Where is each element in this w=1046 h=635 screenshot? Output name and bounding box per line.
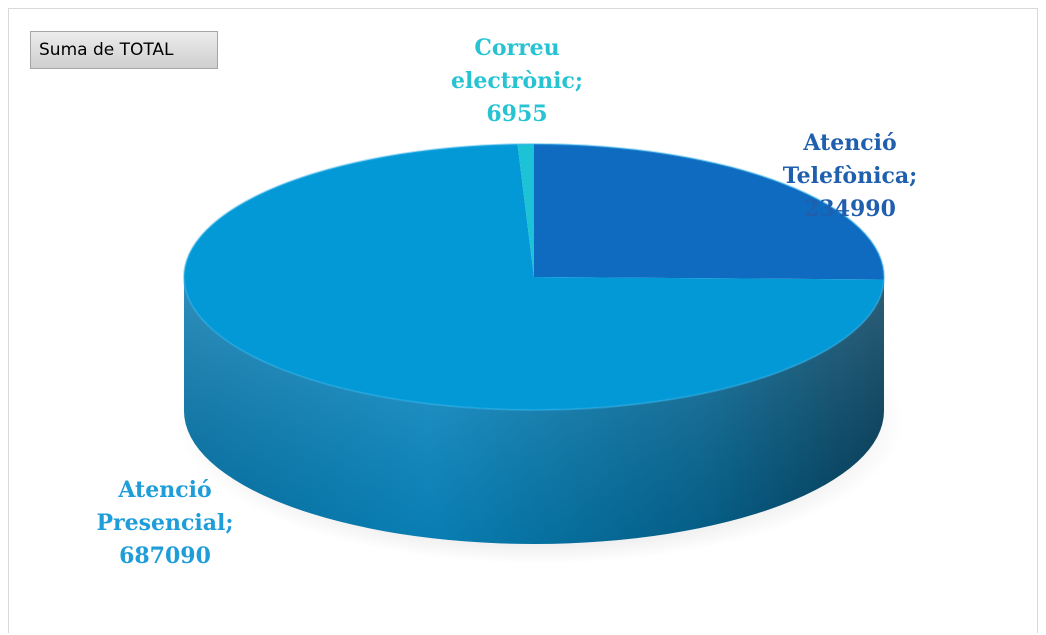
field-button-sum-total[interactable]: Suma de TOTAL — [30, 31, 218, 69]
data-label-atenci-telef-nica: Atenció Telefònica; 234990 — [783, 130, 917, 222]
pie-slice-atenci-telef-nica[interactable] — [534, 144, 884, 280]
data-label-atenci-presencial: Atenció Presencial; 687090 — [97, 477, 234, 569]
pie-slice-atenci-presencial[interactable] — [183, 144, 884, 411]
pie-side-shade — [184, 277, 884, 544]
data-label-correu-electr-nic: Correu electrònic; 6955 — [451, 35, 583, 127]
pie-slice-correu-electr-nic[interactable] — [517, 144, 534, 277]
pie-rim — [183, 143, 885, 411]
